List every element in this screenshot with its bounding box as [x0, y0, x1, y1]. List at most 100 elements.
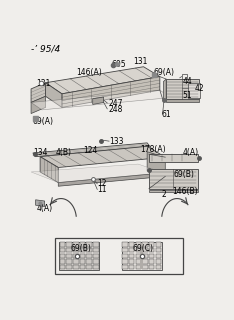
Bar: [66, 260, 72, 264]
Polygon shape: [149, 169, 198, 189]
Bar: [86, 254, 92, 258]
Text: 69(A): 69(A): [154, 68, 175, 77]
Polygon shape: [149, 190, 198, 192]
Bar: [80, 260, 85, 264]
Text: 134: 134: [33, 148, 47, 157]
Bar: [86, 260, 92, 264]
Bar: [60, 254, 65, 258]
Bar: [149, 265, 154, 269]
Bar: [129, 243, 135, 247]
Text: 146(A): 146(A): [77, 68, 102, 77]
Bar: [156, 254, 161, 258]
Bar: [156, 243, 161, 247]
Bar: [73, 248, 79, 252]
Bar: [122, 248, 128, 252]
Bar: [135, 248, 141, 252]
Text: 69(B): 69(B): [173, 170, 194, 179]
Text: 4(A): 4(A): [183, 148, 199, 157]
Text: 69(A): 69(A): [33, 117, 54, 126]
Bar: [60, 248, 65, 252]
Bar: [152, 73, 156, 77]
Bar: [156, 260, 161, 264]
Bar: [122, 242, 162, 270]
Text: 4(B): 4(B): [55, 148, 72, 157]
Text: 42: 42: [194, 84, 204, 93]
Bar: [80, 254, 85, 258]
Polygon shape: [40, 146, 165, 167]
Text: 131: 131: [37, 79, 51, 89]
Bar: [149, 248, 154, 252]
Polygon shape: [31, 96, 46, 114]
Text: 247: 247: [108, 99, 123, 108]
Polygon shape: [36, 200, 45, 206]
Text: 69(B): 69(B): [70, 244, 91, 253]
Text: -’ 95/4: -’ 95/4: [31, 44, 60, 53]
Bar: [135, 260, 141, 264]
Bar: [86, 243, 92, 247]
Bar: [66, 265, 72, 269]
Text: 605: 605: [112, 60, 126, 69]
Bar: [135, 265, 141, 269]
Bar: [156, 248, 161, 252]
Bar: [60, 260, 65, 264]
Polygon shape: [149, 154, 198, 162]
Bar: [140, 243, 143, 269]
Bar: [149, 243, 154, 247]
Bar: [86, 265, 92, 269]
Text: 146(B): 146(B): [172, 187, 198, 196]
Polygon shape: [166, 99, 199, 102]
Bar: [80, 248, 85, 252]
Bar: [149, 254, 154, 258]
Bar: [73, 265, 79, 269]
Text: 4(A): 4(A): [37, 204, 53, 213]
Text: 2: 2: [162, 190, 166, 199]
Polygon shape: [46, 83, 62, 108]
Polygon shape: [31, 83, 46, 102]
Bar: [149, 260, 154, 264]
Bar: [86, 248, 92, 252]
Text: 69(C): 69(C): [132, 244, 153, 253]
Bar: [129, 260, 135, 264]
Bar: [129, 248, 135, 252]
Polygon shape: [31, 90, 171, 110]
Polygon shape: [62, 76, 160, 108]
Bar: [129, 254, 135, 258]
Bar: [73, 254, 79, 258]
Bar: [55, 238, 183, 274]
Polygon shape: [46, 67, 160, 94]
Bar: [60, 265, 65, 269]
Bar: [73, 260, 79, 264]
Polygon shape: [188, 83, 200, 98]
Bar: [60, 243, 65, 247]
Polygon shape: [163, 79, 166, 102]
Text: 51: 51: [183, 91, 192, 100]
Bar: [66, 243, 72, 247]
Polygon shape: [93, 97, 104, 104]
Bar: [93, 243, 99, 247]
Polygon shape: [166, 79, 199, 99]
Text: 133: 133: [109, 137, 124, 146]
Polygon shape: [58, 173, 165, 186]
Bar: [142, 254, 148, 258]
Bar: [156, 265, 161, 269]
Bar: [122, 254, 128, 258]
Polygon shape: [31, 164, 163, 182]
Bar: [80, 265, 85, 269]
Bar: [80, 243, 85, 247]
Text: 44: 44: [183, 77, 192, 86]
Polygon shape: [40, 157, 58, 182]
Text: 11: 11: [97, 185, 107, 195]
Bar: [73, 243, 79, 247]
Text: 124: 124: [83, 146, 97, 155]
Bar: [66, 254, 72, 258]
Polygon shape: [33, 143, 150, 157]
Bar: [142, 243, 148, 247]
Bar: [135, 243, 141, 247]
Polygon shape: [147, 152, 165, 176]
Text: 131: 131: [134, 57, 148, 66]
Bar: [59, 242, 99, 270]
Text: 12: 12: [97, 179, 107, 188]
Text: 248: 248: [108, 105, 123, 114]
Text: 61: 61: [162, 110, 171, 119]
Bar: [142, 265, 148, 269]
